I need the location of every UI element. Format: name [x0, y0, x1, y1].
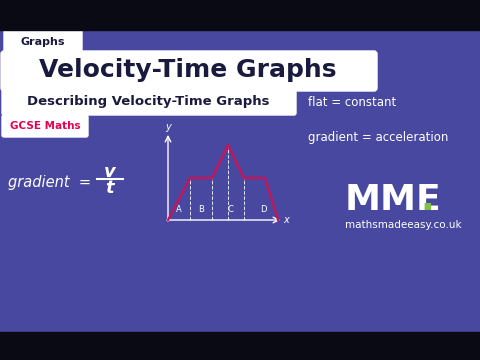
FancyBboxPatch shape: [2, 89, 296, 115]
Text: C: C: [227, 206, 233, 215]
Text: mathsmadeeasy.co.uk: mathsmadeeasy.co.uk: [345, 220, 462, 230]
Text: D: D: [260, 206, 266, 215]
Text: v: v: [104, 163, 116, 181]
FancyBboxPatch shape: [4, 30, 82, 54]
FancyBboxPatch shape: [2, 115, 88, 137]
Bar: [0, 332, 480, 360]
Text: Velocity-Time Graphs: Velocity-Time Graphs: [39, 58, 337, 82]
Bar: [0, 0, 480, 30]
FancyBboxPatch shape: [1, 51, 377, 91]
Text: B: B: [198, 206, 204, 215]
Text: Graphs: Graphs: [21, 37, 65, 47]
Text: t: t: [106, 179, 114, 197]
Text: flat = constant: flat = constant: [308, 95, 396, 108]
Text: Describing Velocity-Time Graphs: Describing Velocity-Time Graphs: [27, 95, 269, 108]
Text: .: .: [420, 183, 433, 217]
Text: x: x: [283, 215, 289, 225]
Text: gradient = acceleration: gradient = acceleration: [308, 131, 448, 144]
Text: gradient  =: gradient =: [8, 175, 91, 189]
Text: GCSE Maths: GCSE Maths: [10, 121, 80, 131]
Text: MME: MME: [345, 183, 442, 217]
Text: y: y: [165, 122, 171, 132]
Text: A: A: [176, 206, 182, 215]
